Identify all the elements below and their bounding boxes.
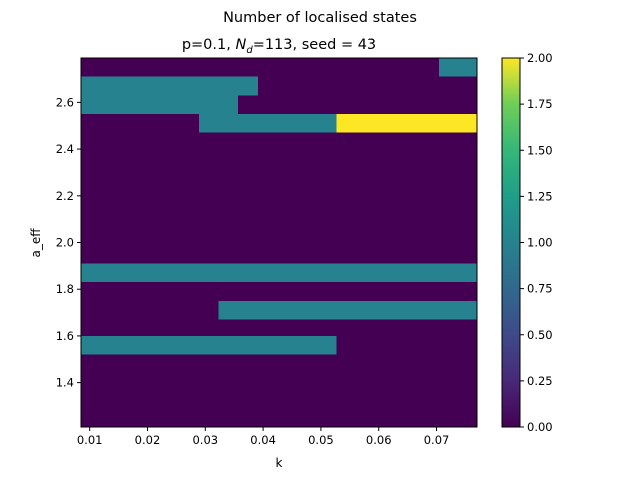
colorbar-tick-label: 0.25: [527, 374, 553, 388]
y-axis-label: a_eff: [29, 228, 43, 258]
heatmap-cell: [81, 335, 337, 355]
y-tick-label: 2.0: [56, 236, 74, 250]
axes-title-nd-subscript: d: [246, 45, 253, 56]
heatmap-cells: [81, 58, 477, 355]
axes-title-nd: N: [235, 37, 246, 53]
y-tick-label: 1.6: [56, 329, 74, 343]
x-tick-label: 0.02: [135, 433, 161, 447]
heatmap-cell: [81, 95, 239, 115]
axes-title-prefix: p=0.1,: [182, 37, 236, 53]
x-tick-label: 0.07: [424, 433, 450, 447]
x-tick-label: 0.05: [308, 433, 334, 447]
colorbar-tick-label: 1.00: [527, 236, 553, 250]
heatmap-cell: [81, 263, 477, 283]
colorbar-tick-label: 1.50: [527, 143, 553, 157]
axes-title: p=0.1, Nd=113, seed = 43: [182, 37, 376, 56]
colorbar-gradient: [501, 57, 521, 428]
colorbar-tick-label: 0.00: [527, 420, 553, 434]
colorbar-tick-label: 2.00: [527, 51, 553, 65]
heatmap-cell: [81, 76, 258, 96]
heatmap-cell: [198, 114, 337, 133]
y-tick-label: 2.4: [56, 142, 74, 156]
y-tick-label: 2.6: [56, 95, 74, 109]
x-axis-label: k: [276, 456, 283, 470]
y-axis: 1.4 1.6 1.8 2.0 2.2 2.4 2.6: [56, 95, 81, 390]
colorbar-tick-label: 1.25: [527, 189, 553, 203]
heatmap-cell: [438, 58, 477, 77]
colorbar-ticks: 0.00 0.25 0.50 0.75 1.00 1.25 1.50 1.75 2.00: [520, 51, 553, 434]
figure-suptitle: Number of localised states: [223, 10, 417, 26]
colorbar: 0.00 0.25 0.50 0.75 1.00 1.25 1.50 1.75 2.00: [501, 51, 553, 434]
y-tick-label: 1.8: [56, 282, 74, 296]
heatmap-cell: [218, 300, 477, 320]
axes-title-suffix: =113, seed = 43: [253, 37, 376, 53]
x-tick-label: 0.04: [250, 433, 276, 447]
colorbar-tick-label: 0.50: [527, 328, 553, 342]
heatmap-cell: [336, 114, 477, 133]
y-tick-label: 1.4: [56, 376, 74, 390]
x-tick-label: 0.06: [366, 433, 392, 447]
x-axis: 0.01 0.02 0.03 0.04 0.05 0.06 0.07: [77, 427, 449, 447]
colorbar-tick-label: 0.75: [527, 282, 553, 296]
y-tick-label: 2.2: [56, 189, 74, 203]
x-tick-label: 0.01: [77, 433, 103, 447]
colorbar-tick-label: 1.75: [527, 97, 553, 111]
heatmap-plot-area: [80, 57, 478, 428]
x-tick-label: 0.03: [192, 433, 218, 447]
